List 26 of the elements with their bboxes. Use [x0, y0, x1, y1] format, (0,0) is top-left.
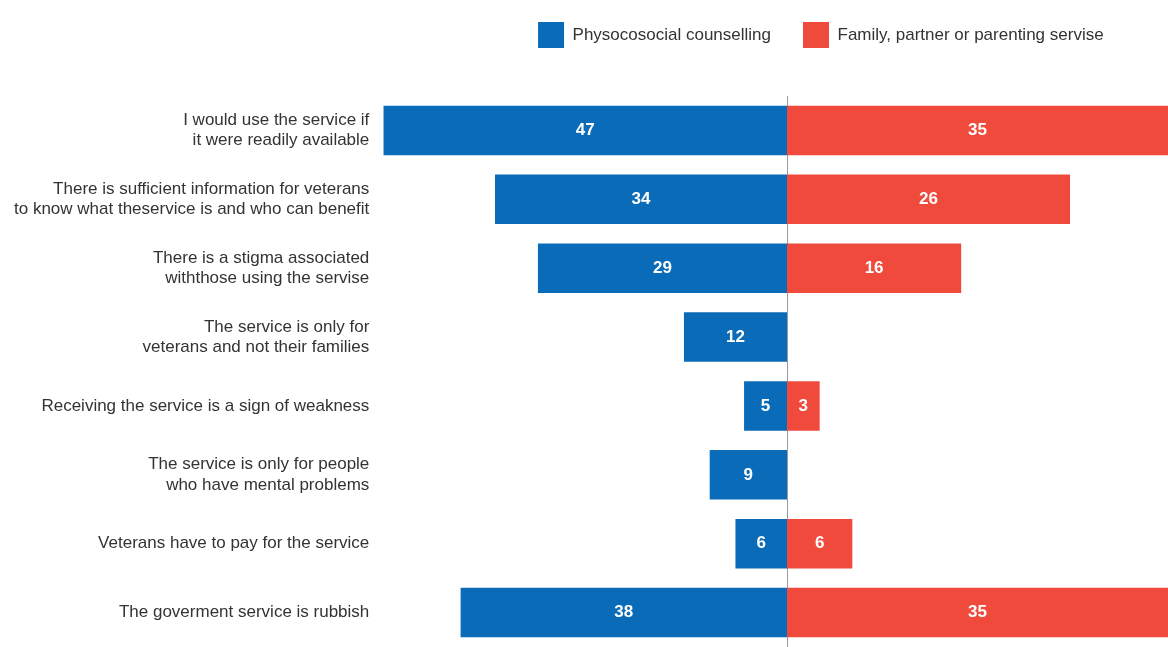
y-tick-label: I would use the service if it were readily available [183, 109, 370, 150]
data-label: 34 [631, 189, 651, 208]
data-label: 29 [653, 257, 672, 277]
data-label: 9 [743, 464, 754, 484]
y-tick-label: Receiving the service is a sign of weakness [41, 395, 370, 415]
bar [709, 450, 787, 500]
data-label: 47 [575, 120, 595, 140]
data-label: 35 [968, 120, 987, 140]
y-tick-label: The service is only for people who have mental problems [148, 454, 370, 494]
data-label: 26 [919, 189, 938, 208]
data-label: 16 [864, 257, 884, 277]
y-tick-label: The goverment service is rubbish [118, 602, 370, 622]
data-label: 5 [760, 395, 771, 415]
y-tick-label: The service is only for veterans and not their families [142, 316, 370, 356]
data-label: 38 [614, 602, 634, 622]
data-label: 3 [798, 395, 809, 415]
legend-label: Physocosocial counselling [572, 24, 772, 44]
y-tick-label: Veterans have to pay for the service [98, 533, 370, 553]
data-label: 6 [814, 533, 825, 553]
y-tick-label: There is a stigma associated withthose using the servise [152, 247, 370, 288]
legend-label: Family, partner or parenting servise [837, 24, 1104, 44]
y-tick-label: There is sufficient information for veterans to know what theservice is and who can benefit [13, 178, 370, 219]
bar [683, 312, 787, 362]
data-label: 12 [726, 326, 745, 346]
data-label: 6 [756, 533, 766, 553]
data-label: 35 [968, 602, 987, 622]
